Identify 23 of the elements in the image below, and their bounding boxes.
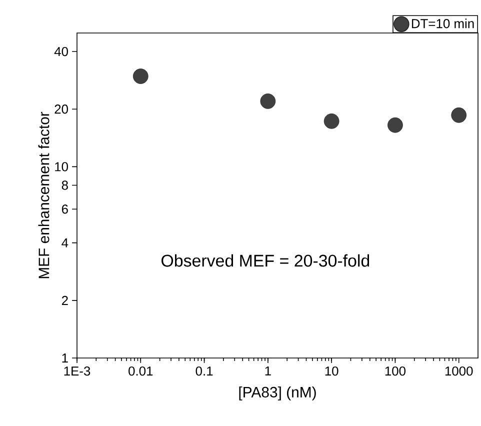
x-tick-label: 0.01 — [128, 366, 153, 376]
x-tick-label: 1E-3 — [64, 366, 90, 376]
y-tick-label: 20 — [54, 104, 68, 114]
point — [260, 94, 276, 109]
point — [324, 113, 340, 129]
y-tick-label: 2 — [62, 296, 68, 305]
y-tick-label: 10 — [55, 162, 68, 172]
x-tick-label: 1 — [265, 366, 271, 376]
y-tick-label: 6 — [62, 204, 68, 214]
x-tick-label: 10 — [325, 366, 338, 376]
y-tick-label: 8 — [62, 180, 68, 190]
point — [388, 117, 403, 133]
y-tick-label: 1 — [62, 354, 68, 362]
x-tick-label: 0.1 — [196, 366, 213, 376]
y-axis-title: MEF enhancement factor — [38, 112, 50, 278]
x-tick-label: 100 — [385, 366, 406, 376]
y-tick-label: 4 — [62, 238, 68, 248]
x-tick-label: 1000 — [445, 366, 473, 376]
x-axis-title: [PA83] (nM) — [239, 386, 316, 400]
annotation: Observed MEF = 20-30-fold — [162, 254, 370, 267]
point — [451, 107, 467, 123]
legend-label: DT=10 min — [412, 18, 474, 28]
y-tick-label: 40 — [54, 46, 68, 56]
